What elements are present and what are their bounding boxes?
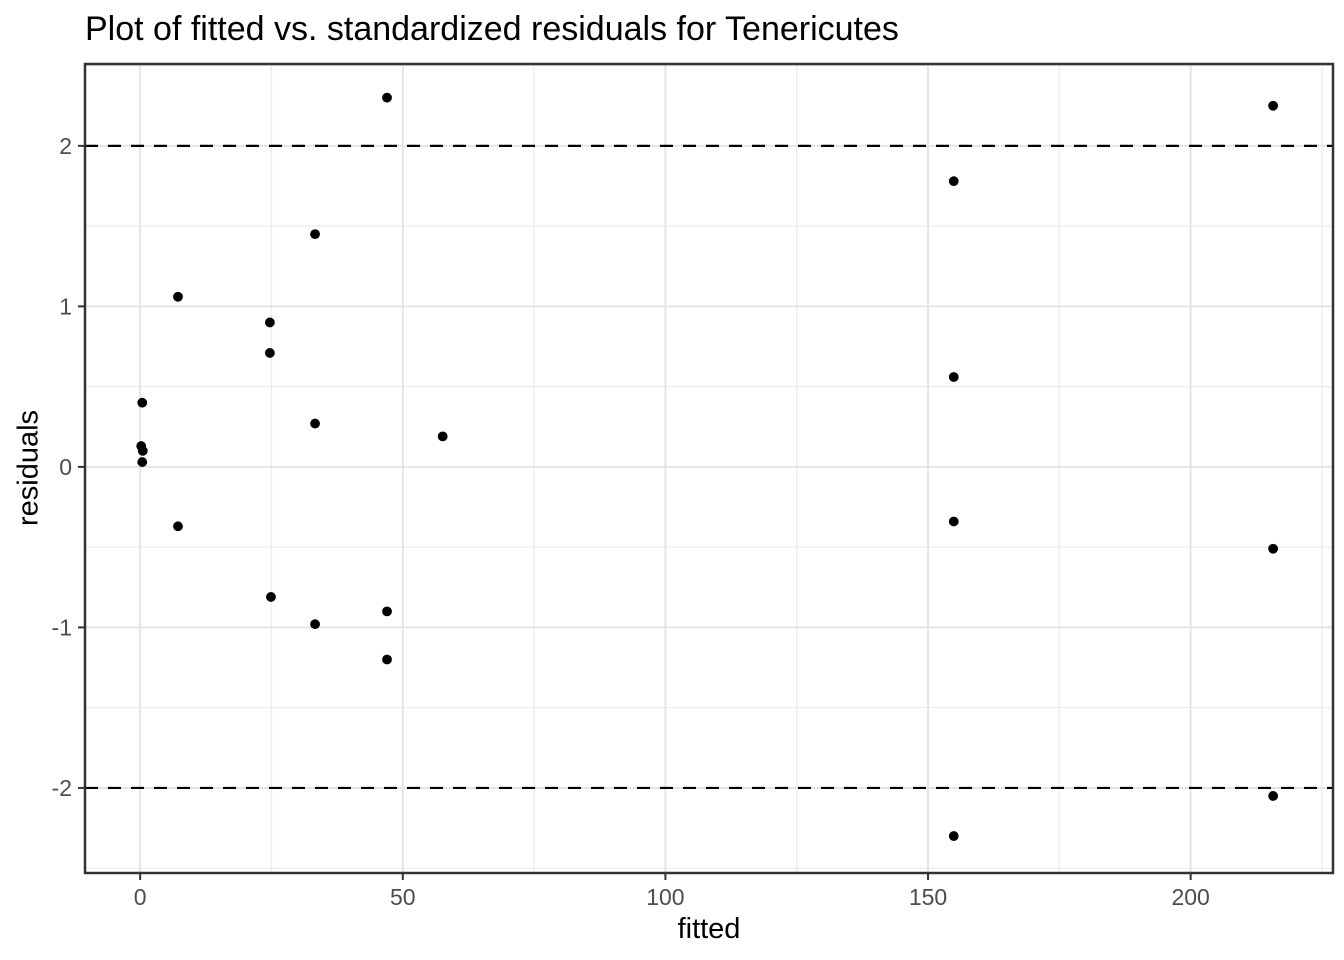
x-tick-label: 50 [390, 884, 416, 910]
data-point [382, 606, 392, 617]
data-point [1268, 100, 1279, 111]
y-tick-label: 0 [59, 454, 72, 480]
x-tick-label: 200 [1171, 884, 1209, 910]
data-point [310, 418, 320, 429]
data-point [437, 431, 448, 442]
x-axis-title: fitted [677, 913, 741, 945]
data-point [948, 372, 959, 382]
y-tick-label: 1 [59, 293, 72, 319]
chart-title: Plot of fitted vs. standardized residual… [85, 10, 899, 48]
data-point [1268, 791, 1279, 801]
panel-border [83, 62, 1335, 875]
data-point [137, 445, 148, 456]
y-tick-label: -1 [52, 614, 72, 640]
y-tick-label: -2 [52, 775, 72, 801]
data-point [264, 348, 275, 358]
data-point [264, 317, 275, 328]
data-point [310, 619, 320, 630]
data-point [948, 176, 959, 187]
data-point [1268, 543, 1279, 554]
data-point [382, 92, 392, 103]
data-point [137, 457, 148, 467]
x-tick-label: 100 [646, 884, 684, 910]
data-point [310, 229, 320, 240]
data-point [948, 831, 959, 841]
data-point [173, 521, 183, 532]
data-point [137, 397, 148, 408]
panel-background [85, 64, 1333, 873]
data-point [382, 654, 392, 665]
data-point [173, 291, 183, 302]
y-tick-label: 2 [59, 133, 72, 159]
x-tick-label: 0 [134, 884, 147, 910]
data-point [266, 592, 276, 602]
data-point [948, 516, 959, 527]
x-tick-label: 150 [909, 884, 947, 910]
